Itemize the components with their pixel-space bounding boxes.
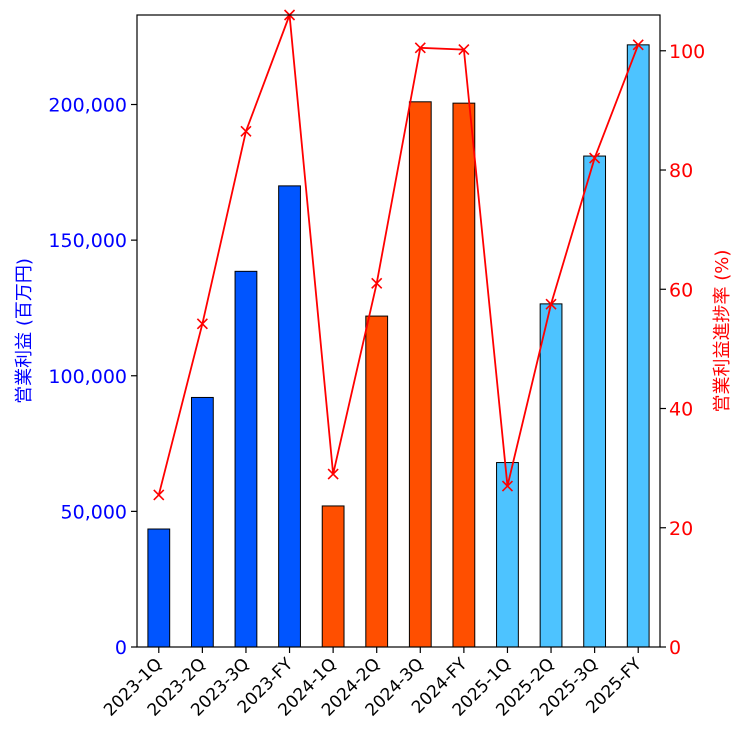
bar-2023-3Q [234, 270, 258, 648]
bar-2025-1Q [496, 462, 519, 648]
y-tick-label-right: 80 [669, 160, 693, 182]
bar-series [147, 44, 650, 648]
progress-marker-2024-FY [458, 44, 470, 56]
plot-frame [136, 14, 661, 648]
bar-2025-FY [626, 44, 650, 648]
progress-marker-2025-1Q [501, 480, 514, 492]
bar-2023-FY [278, 185, 301, 648]
y-tick-label-right: 40 [669, 399, 693, 421]
y-tick-label-left: 200,000 [48, 95, 127, 117]
y-tick-label-left: 50,000 [61, 501, 127, 523]
progress-marker-2025-3Q [589, 152, 601, 164]
progress-marker-2024-2Q [371, 277, 383, 289]
y-tick-label-left: 0 [115, 637, 127, 659]
bar-2024-FY [452, 102, 476, 648]
y-tick-label-right: 100 [669, 41, 705, 63]
progress-marker-2024-1Q [327, 468, 339, 480]
y-axis-label-right: 営業利益進捗率 (%) [712, 250, 733, 413]
bar-2024-1Q [321, 505, 345, 648]
y-axis-label-left: 営業利益 (百万円) [14, 258, 35, 404]
y-tick-label-right: 0 [669, 637, 681, 659]
progress-marker-2025-FY [632, 39, 644, 51]
y-tick-label-right: 60 [669, 279, 693, 301]
bar-2025-2Q [539, 303, 563, 648]
progress-marker-2024-3Q [414, 42, 426, 54]
y-tick-label-left: 150,000 [48, 230, 127, 252]
bar-2023-2Q [190, 396, 214, 648]
progress-marker-2023-1Q [153, 489, 165, 501]
bar-2024-2Q [365, 315, 389, 648]
bar-2025-3Q [583, 155, 607, 648]
bar-2024-3Q [408, 101, 432, 648]
progress-marker-2023-2Q [196, 318, 208, 330]
progress-marker-2025-2Q [545, 298, 557, 310]
progress-line-series [153, 9, 644, 501]
bar-2023-1Q [147, 528, 171, 648]
y-tick-label-right: 20 [669, 518, 693, 540]
progress-line [157, 14, 640, 496]
progress-marker-2023-3Q [240, 125, 252, 137]
y-tick-label-left: 100,000 [48, 366, 127, 388]
